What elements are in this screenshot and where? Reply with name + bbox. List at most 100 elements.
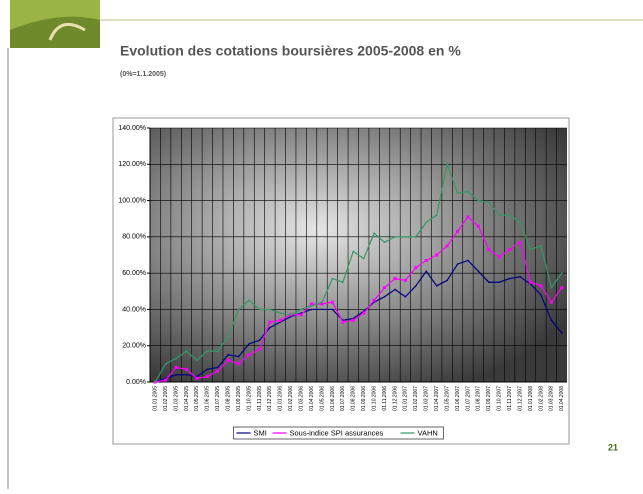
point-marker [269, 308, 271, 311]
point-marker [497, 255, 501, 259]
point-marker [550, 286, 553, 289]
x-tick-label: 01.01.2007 [403, 386, 409, 411]
point-marker [331, 277, 334, 280]
point-marker [519, 221, 521, 224]
point-marker [269, 326, 271, 329]
point-marker [196, 359, 198, 362]
legend: SMI Sous-indice SPI assurances VAHN [233, 426, 444, 440]
point-marker [310, 308, 313, 311]
x-tick-label: 01.10.2007 [497, 386, 503, 411]
point-marker [550, 319, 553, 322]
series-line [155, 259, 563, 383]
point-marker [498, 281, 501, 284]
point-marker [257, 347, 261, 351]
x-tick-label: 01.02.2006 [288, 386, 294, 411]
x-tick-label: 01.06.2006 [330, 386, 336, 411]
point-marker [300, 308, 302, 311]
point-marker [174, 365, 178, 369]
y-tick-label: 120.00% [118, 161, 146, 168]
legend-label: Sous-indice SPI assurances [290, 428, 384, 437]
x-tick-label: 01.05.2007 [444, 386, 450, 411]
legend-label: VAHN [418, 428, 438, 437]
point-marker [341, 320, 345, 324]
point-marker [394, 288, 396, 291]
series-line [154, 162, 563, 383]
point-marker [195, 376, 199, 380]
point-marker [435, 285, 438, 287]
point-marker [321, 301, 323, 303]
x-tick-label: 01.11.2006 [382, 386, 388, 411]
logo [10, 0, 100, 48]
point-marker [258, 339, 261, 342]
point-marker [237, 362, 241, 366]
point-marker [403, 278, 407, 282]
point-marker [164, 378, 168, 382]
point-marker [477, 270, 480, 273]
slide-title: Evolution des cotations boursières 2005-… [120, 43, 461, 59]
x-tick-label: 01.10.2006 [371, 386, 377, 411]
x-tick-label: 01.04.2008 [559, 386, 565, 411]
x-tick-label: 01.10.2005 [246, 386, 252, 411]
x-tick-label: 01.03.2008 [549, 386, 555, 411]
point-marker [383, 286, 387, 290]
x-tick-label: 01.11.2007 [507, 386, 513, 411]
x-tick-label: 01.08.2006 [351, 386, 357, 411]
point-marker [539, 284, 543, 288]
y-tick-label: 60.00% [122, 270, 146, 277]
point-marker [299, 313, 303, 317]
x-tick-label: 01.11.2005 [257, 386, 263, 411]
point-marker [415, 236, 417, 238]
point-marker [185, 350, 188, 352]
point-marker [237, 355, 240, 358]
x-tick-label: 01.03.2006 [298, 386, 304, 411]
point-marker [248, 343, 250, 345]
x-tick-label: 01.02.2005 [163, 386, 169, 411]
point-marker [414, 266, 418, 270]
series-line [155, 216, 563, 383]
point-marker [205, 375, 209, 379]
point-marker [529, 248, 532, 251]
x-tick-label: 01.12.2007 [517, 386, 523, 411]
x-tick-label: 01.05.2006 [319, 386, 325, 411]
point-marker [175, 373, 177, 376]
point-marker [446, 279, 448, 282]
point-marker [342, 281, 344, 284]
point-marker [467, 259, 469, 262]
x-tick-label: 01.09.2005 [236, 386, 242, 411]
x-tick-label: 01.07.2006 [340, 386, 346, 411]
x-tick-label: 01.06.2007 [455, 386, 461, 411]
point-marker [206, 350, 209, 352]
point-marker [540, 294, 542, 296]
point-marker [206, 368, 209, 371]
x-tick-label: 01.09.2006 [361, 386, 367, 411]
point-marker [393, 277, 397, 281]
x-tick-label: 01.03.2007 [424, 386, 430, 411]
x-tick-label: 01.03.2005 [173, 386, 179, 411]
point-marker [446, 163, 448, 166]
point-marker [279, 312, 282, 314]
point-marker [477, 199, 480, 202]
point-marker [467, 190, 469, 193]
point-marker [487, 248, 491, 252]
point-marker [518, 240, 522, 244]
point-marker [310, 302, 314, 306]
point-marker [331, 308, 334, 311]
point-marker [226, 358, 230, 362]
point-marker [549, 300, 553, 304]
point-marker [508, 277, 511, 280]
point-marker [508, 248, 512, 252]
point-marker [560, 332, 563, 334]
point-marker [330, 300, 334, 304]
point-marker [289, 314, 292, 316]
point-marker [404, 295, 407, 298]
point-marker [362, 257, 365, 260]
point-marker [435, 214, 438, 216]
y-tick-label: 20.00% [122, 343, 146, 350]
point-marker [456, 229, 460, 233]
x-tick-label: 01.07.2007 [465, 386, 471, 411]
point-marker [216, 366, 219, 369]
point-marker [456, 263, 459, 265]
point-marker [488, 281, 490, 284]
legend-label: SMI [254, 428, 267, 437]
point-marker [278, 318, 282, 322]
